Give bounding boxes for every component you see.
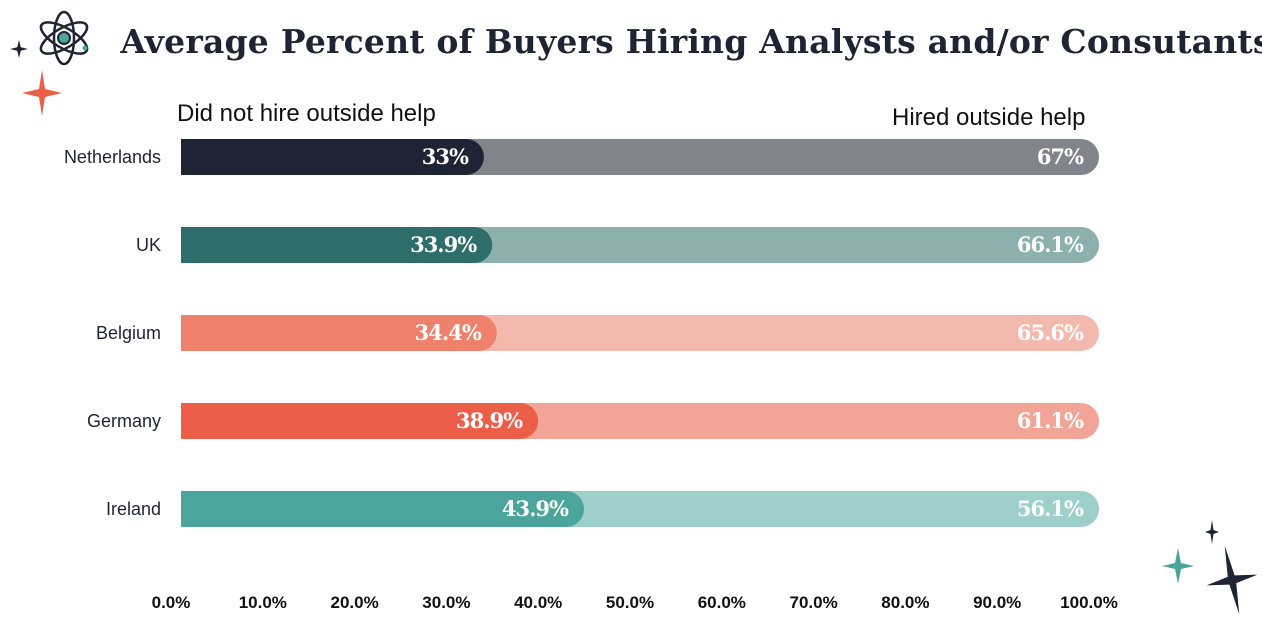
x-tick-label: 80.0% (881, 593, 929, 612)
category-label-germany: Germany (87, 411, 161, 431)
x-tick-label: 60.0% (698, 593, 746, 612)
value-label-did-not-hire-uk: 33.9% (410, 232, 477, 257)
x-tick-label: 70.0% (789, 593, 837, 612)
value-label-did-not-hire-netherlands: 33% (422, 144, 469, 169)
atom-icon (39, 10, 89, 66)
value-label-hired-netherlands: 67% (1037, 144, 1084, 169)
x-tick-label: 40.0% (514, 593, 562, 612)
x-tick-label: 90.0% (973, 593, 1021, 612)
orange-sparkle-icon (22, 70, 62, 116)
chart-title: Average Percent of Buyers Hiring Analyst… (120, 22, 1262, 61)
bar-did-not-hire-netherlands (181, 139, 484, 175)
value-label-hired-belgium: 65.6% (1017, 320, 1084, 345)
category-label-belgium: Belgium (96, 323, 161, 343)
legend-label-did-not-hire: Did not hire outside help (177, 100, 436, 127)
value-label-did-not-hire-ireland: 43.9% (502, 496, 569, 521)
x-tick-label: 30.0% (422, 593, 470, 612)
x-tick-label: 100.0% (1060, 593, 1118, 612)
category-label-uk: UK (136, 235, 161, 255)
x-tick-label: 0.0% (152, 593, 191, 612)
bar-did-not-hire-germany (181, 403, 539, 439)
x-tick-label: 50.0% (606, 593, 654, 612)
legend-label-hired: Hired outside help (892, 104, 1086, 131)
x-tick-label: 20.0% (330, 593, 378, 612)
x-tick-label: 10.0% (239, 593, 287, 612)
value-label-hired-uk: 66.1% (1017, 232, 1084, 257)
value-label-did-not-hire-belgium: 34.4% (415, 320, 482, 345)
large-sparkle-icon (1206, 545, 1258, 615)
teal-sparkle-icon (1162, 548, 1194, 584)
small-sparkle-icon (10, 40, 28, 58)
value-label-hired-germany: 61.1% (1017, 408, 1084, 433)
bar-did-not-hire-ireland (181, 491, 585, 527)
value-label-hired-ireland: 56.1% (1017, 496, 1084, 521)
category-label-ireland: Ireland (106, 499, 161, 519)
bar-did-not-hire-belgium (181, 315, 497, 351)
category-label-netherlands: Netherlands (64, 147, 161, 167)
small-sparkle-icon (1205, 520, 1219, 544)
bar-did-not-hire-uk (181, 227, 493, 263)
value-label-did-not-hire-germany: 38.9% (456, 408, 523, 433)
